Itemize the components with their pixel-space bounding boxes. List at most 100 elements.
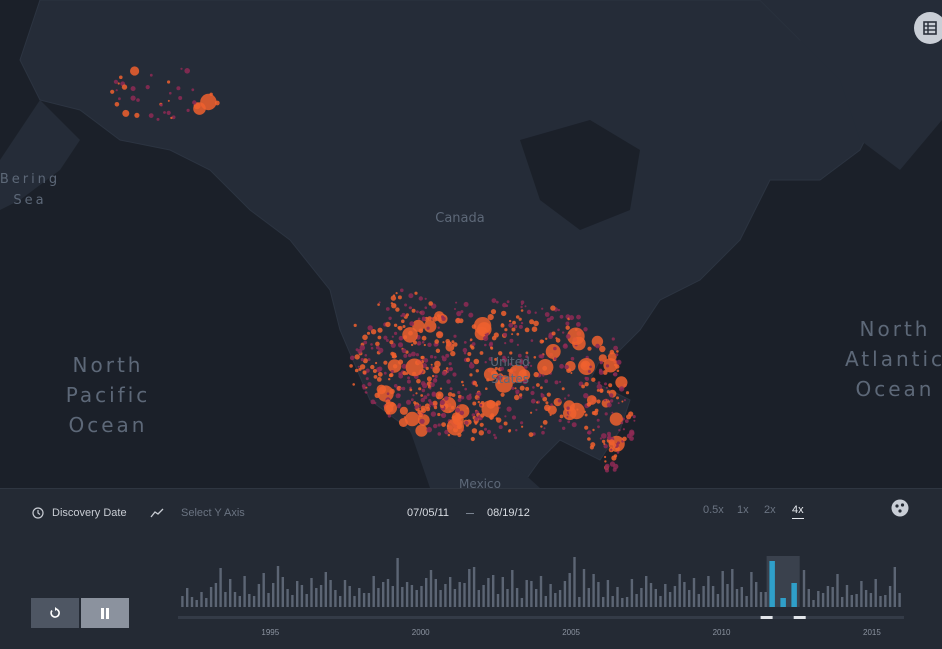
fire-point xyxy=(473,317,492,335)
histogram-bar xyxy=(482,585,485,607)
fire-point xyxy=(525,351,529,355)
axis-tick-label: 2010 xyxy=(713,628,731,637)
histogram-bar xyxy=(468,569,471,607)
fire-point xyxy=(376,377,382,382)
fire-point xyxy=(609,399,614,403)
fire-point xyxy=(470,436,475,442)
fire-point xyxy=(460,310,464,314)
reset-button[interactable] xyxy=(31,598,79,628)
histogram-bar xyxy=(812,600,815,607)
fire-point xyxy=(442,341,445,344)
fire-point xyxy=(596,399,601,404)
layers-list-icon xyxy=(923,21,937,35)
fire-point xyxy=(404,303,408,307)
fire-point xyxy=(469,338,473,342)
fire-point xyxy=(511,386,515,390)
speed-0-5x[interactable]: 0.5x xyxy=(703,504,724,516)
fire-point xyxy=(515,389,520,394)
fire-point xyxy=(420,355,424,360)
histogram-bar xyxy=(697,594,700,607)
start-date: 07/05/11 xyxy=(407,507,450,519)
fire-point xyxy=(494,372,499,377)
histogram-bar-selected xyxy=(769,561,775,607)
fire-point xyxy=(486,429,492,434)
range-handle-end[interactable] xyxy=(793,616,806,619)
fire-point xyxy=(540,425,543,428)
fire-point xyxy=(620,421,624,425)
histogram-bar xyxy=(558,590,562,607)
fire-point xyxy=(468,363,475,369)
fire-point xyxy=(437,326,440,329)
histogram-bar xyxy=(735,589,739,607)
fire-point xyxy=(421,388,426,393)
fire-point xyxy=(584,376,588,380)
range-handle-start[interactable] xyxy=(760,616,773,619)
fire-point xyxy=(455,317,461,324)
histogram-bar-selected xyxy=(780,598,786,607)
layer-panel-button[interactable] xyxy=(914,12,942,44)
pause-button[interactable] xyxy=(81,598,129,628)
x-field-selector[interactable]: Discovery Date xyxy=(32,507,127,519)
settings-icon[interactable] xyxy=(891,499,909,517)
fire-point xyxy=(395,393,401,399)
histogram-bar xyxy=(817,591,820,607)
histogram-bar xyxy=(587,588,590,607)
fire-point xyxy=(523,365,528,369)
fire-point xyxy=(383,371,387,375)
fire-point xyxy=(504,342,507,345)
fire-point xyxy=(472,380,477,386)
fire-point xyxy=(383,360,388,365)
map-view[interactable]: Canada United States Mexico Bering Sea N… xyxy=(0,0,942,488)
histogram-bar xyxy=(319,585,323,607)
fire-point xyxy=(568,402,585,420)
fire-point xyxy=(512,320,516,325)
fire-point xyxy=(520,421,524,425)
histogram-bar xyxy=(286,589,289,607)
fire-point xyxy=(428,399,432,403)
fire-point xyxy=(429,405,432,408)
fire-point xyxy=(586,395,597,405)
fire-point xyxy=(595,343,600,349)
fire-point xyxy=(148,113,154,118)
histogram-bar xyxy=(276,566,280,607)
fire-point xyxy=(589,365,592,369)
fire-point xyxy=(580,360,591,371)
histogram-bar xyxy=(224,592,227,607)
fire-point xyxy=(495,400,501,406)
fire-point xyxy=(632,415,636,419)
fire-point xyxy=(406,399,411,405)
histogram-bar xyxy=(300,585,304,607)
axis-tick-label: 2000 xyxy=(412,628,430,637)
fire-point xyxy=(474,416,479,421)
speed-4x[interactable]: 4x xyxy=(792,504,804,519)
fire-point xyxy=(491,298,497,303)
fire-point xyxy=(518,317,522,321)
fire-point xyxy=(397,342,404,348)
fire-point xyxy=(490,309,497,315)
fire-point xyxy=(390,295,397,301)
y-axis-selector[interactable]: Select Y Axis xyxy=(150,507,245,519)
speed-2x[interactable]: 2x xyxy=(764,504,776,516)
fire-point xyxy=(599,345,606,353)
fire-point xyxy=(518,393,523,397)
fire-point xyxy=(514,394,520,401)
speed-1x[interactable]: 1x xyxy=(737,504,749,516)
fire-point xyxy=(365,386,368,389)
fire-point xyxy=(601,439,606,444)
fire-point xyxy=(416,310,419,314)
axis-tick-label: 2005 xyxy=(562,628,580,637)
histogram-bar xyxy=(257,584,261,607)
clock-icon xyxy=(32,507,44,519)
fire-point xyxy=(498,351,503,356)
fire-point xyxy=(502,377,506,381)
histogram-bar xyxy=(506,589,509,607)
fire-point xyxy=(535,408,538,411)
fire-point xyxy=(559,414,564,419)
timeline-histogram[interactable]: 1995 2000 2005 2010 2015 xyxy=(176,549,906,649)
fire-point xyxy=(375,341,380,347)
fire-point xyxy=(602,370,608,375)
fire-point xyxy=(441,315,444,319)
histogram-bar xyxy=(755,582,758,607)
fire-points-layer xyxy=(110,66,636,473)
fire-point xyxy=(385,307,390,311)
